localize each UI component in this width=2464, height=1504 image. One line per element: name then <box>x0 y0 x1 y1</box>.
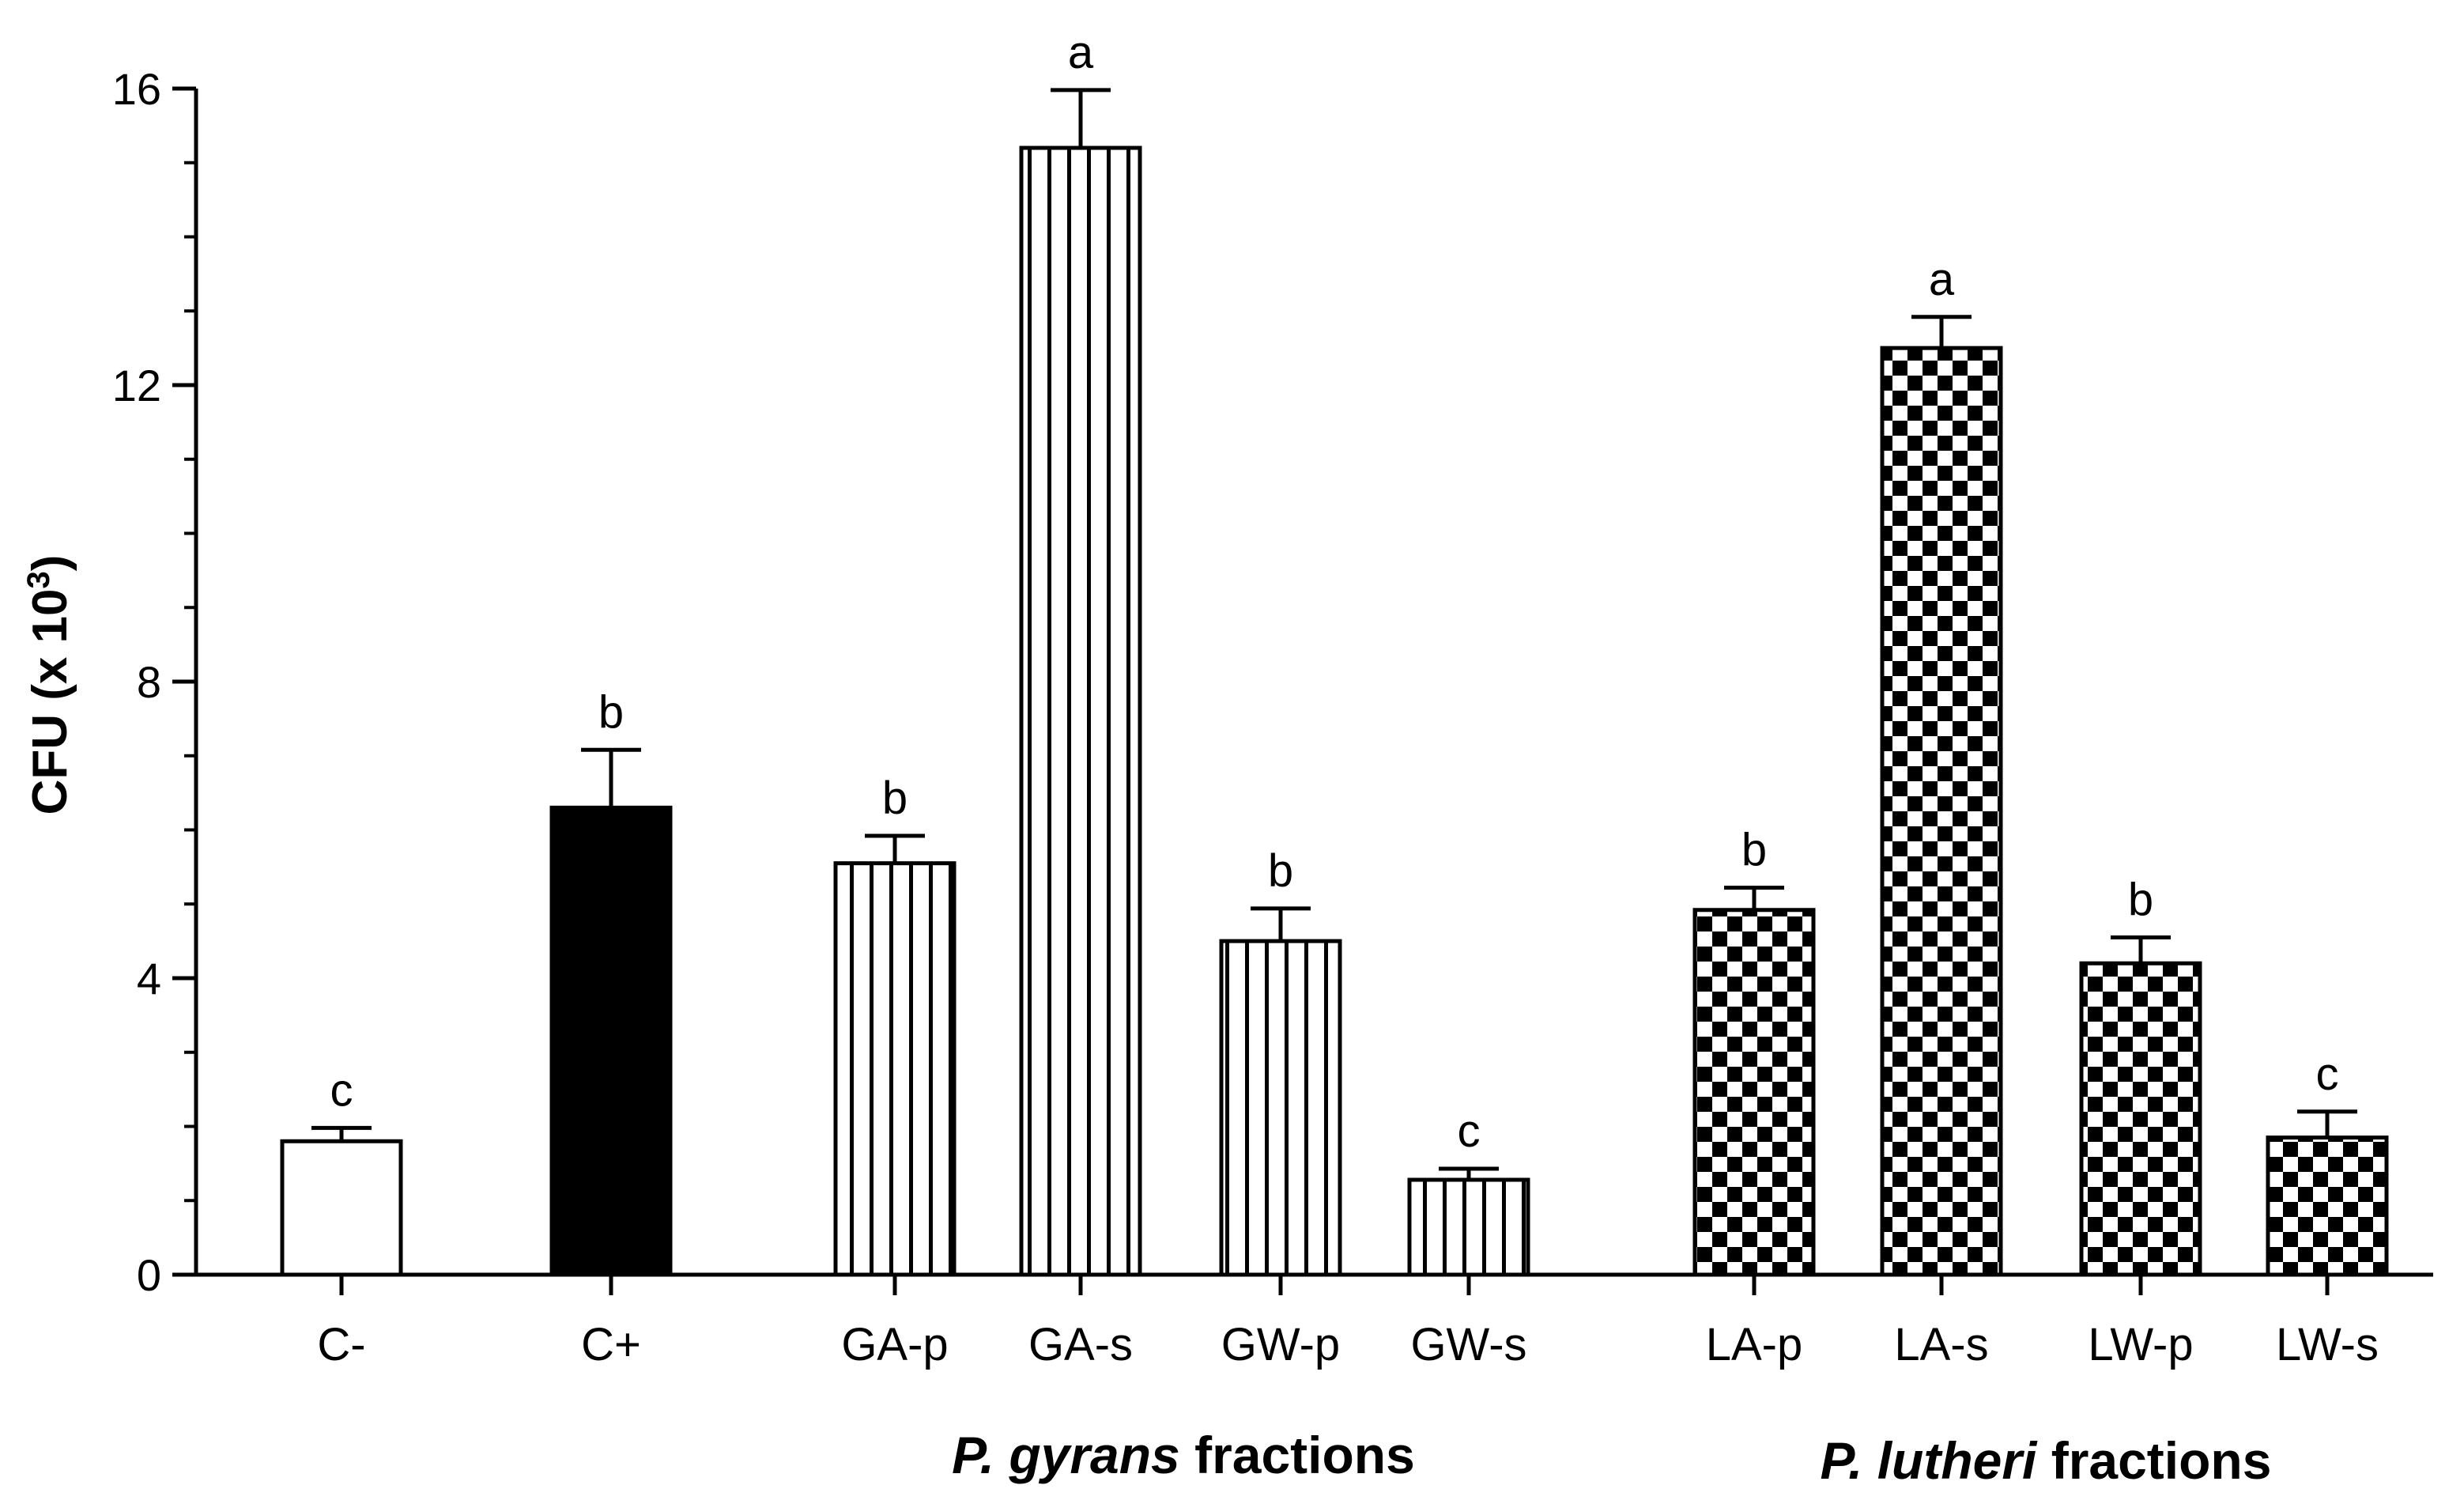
significance-label-gw-s: c <box>1458 1105 1481 1157</box>
category-label-cplus: C+ <box>581 1319 641 1370</box>
significance-label-la-p: b <box>1741 825 1767 876</box>
bar-ga-s <box>1019 145 1142 1277</box>
category-label-lw-s: LW-s <box>2276 1319 2379 1370</box>
bar-gw-s <box>1407 1177 1530 1277</box>
category-label-gw-s: GW-s <box>1410 1319 1526 1370</box>
y-axis-label: CFU (x 103) <box>21 555 77 815</box>
y-tick-label: 0 <box>137 1250 161 1300</box>
category-label-gw-p: GW-p <box>1221 1319 1340 1370</box>
bar-gw-p <box>1219 939 1342 1277</box>
bar-la-s <box>1880 346 2003 1277</box>
category-label-la-s: LA-s <box>1894 1319 1988 1370</box>
bar-ga-p <box>833 861 957 1277</box>
bar-cminus <box>280 1139 403 1277</box>
y-tick-label: 4 <box>137 954 161 1003</box>
group-label-p-gyrans: P. gyrans fractions <box>952 1426 1415 1484</box>
y-axis-label-close: ) <box>23 555 77 572</box>
y-axis-label-exponent: 3 <box>21 571 56 588</box>
category-label-ga-p: GA-p <box>841 1319 948 1370</box>
group-label-p-gyrans-suffix: fractions <box>1180 1426 1415 1484</box>
bar-lw-p <box>2079 961 2202 1277</box>
bar-cplus <box>549 805 673 1277</box>
group-label-p-lutheri-species: P. lutheri <box>1821 1431 2039 1490</box>
y-tick-label: 12 <box>112 361 161 410</box>
y-axis-label-main: CFU (x 10 <box>23 588 77 814</box>
significance-label-la-s: a <box>1929 254 1955 305</box>
bar-la-p <box>1692 908 1816 1277</box>
y-tick-label: 16 <box>112 64 161 114</box>
group-label-p-lutheri-suffix: fractions <box>2036 1431 2271 1490</box>
bars: c b b a b c b a b c <box>280 27 2389 1277</box>
category-label-cminus: C- <box>317 1319 365 1370</box>
significance-label-ga-p: b <box>882 773 907 824</box>
significance-label-cplus: b <box>598 686 624 738</box>
category-label-lw-p: LW-p <box>2088 1319 2193 1370</box>
bar-lw-s <box>2266 1136 2389 1277</box>
significance-label-lw-s: c <box>2316 1049 2339 1100</box>
group-label-p-gyrans-species: P. gyrans <box>952 1426 1180 1484</box>
group-label-p-lutheri: P. lutheri fractions <box>1821 1431 2272 1490</box>
category-label-la-p: LA-p <box>1706 1319 1803 1370</box>
category-labels: C- C+ GA-p GA-s GW-p GW-s LA-p LA-s LW-p LW-s <box>317 1275 2379 1370</box>
y-ticks: 0 4 8 12 16 <box>112 64 196 1300</box>
category-label-ga-s: GA-s <box>1028 1319 1133 1370</box>
significance-label-lw-p: b <box>2128 874 2153 925</box>
significance-label-ga-s: a <box>1068 27 1094 78</box>
significance-label-gw-p: b <box>1268 845 1293 897</box>
significance-label-cminus: c <box>330 1064 353 1116</box>
y-tick-label: 8 <box>137 657 161 707</box>
